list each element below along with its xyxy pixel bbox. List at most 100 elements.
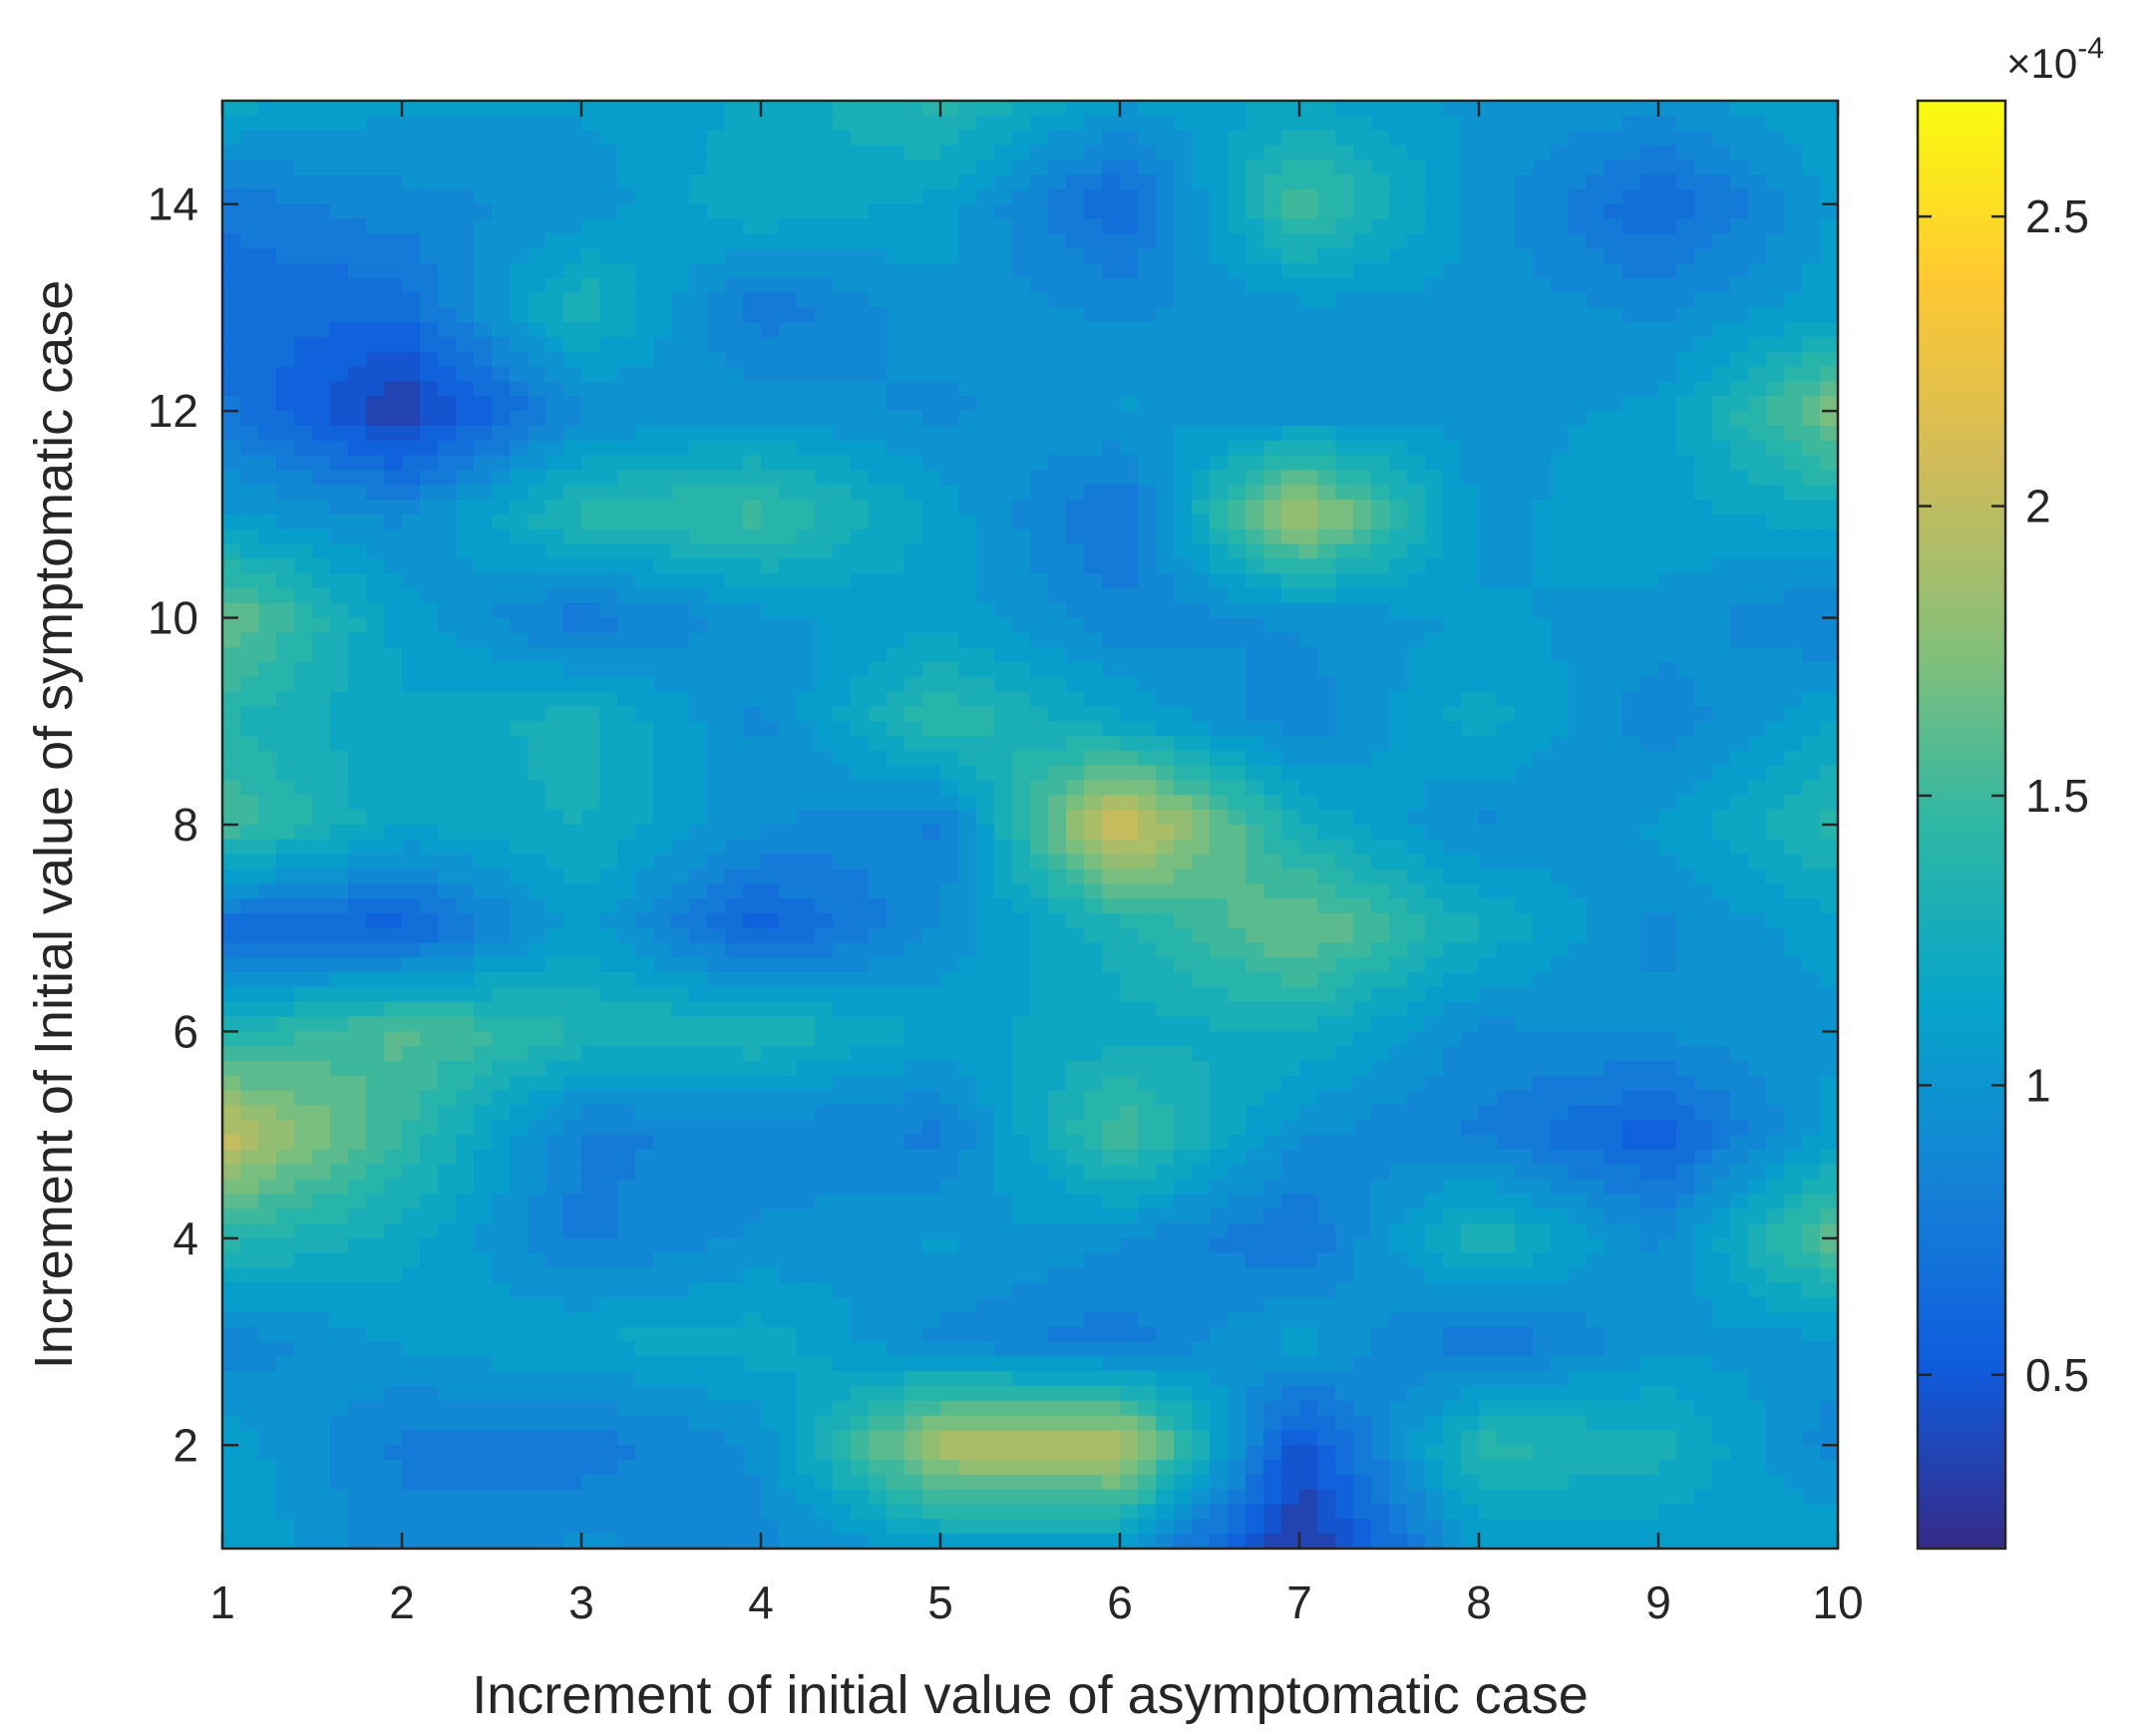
heatmap-cell [1605, 455, 1623, 472]
heatmap-cell [294, 602, 313, 619]
heatmap-cell [1048, 514, 1067, 530]
heatmap-cell [1820, 898, 1838, 914]
heatmap-cell [1658, 470, 1677, 487]
heatmap-cell [1766, 174, 1785, 190]
heatmap-cell [276, 322, 295, 338]
heatmap-cell [1622, 440, 1641, 457]
heatmap-cell [743, 647, 762, 663]
heatmap-cell [1694, 292, 1713, 309]
heatmap-cell [940, 912, 959, 929]
heatmap-cell [671, 676, 690, 693]
heatmap-cell [1730, 795, 1749, 811]
heatmap-cell [581, 425, 600, 442]
heatmap-cell [1138, 780, 1157, 797]
heatmap-cell [851, 854, 870, 870]
heatmap-cell [528, 736, 546, 752]
heatmap-cell [1066, 115, 1085, 132]
heatmap-cell [330, 528, 349, 545]
heatmap-cell [402, 676, 421, 693]
heatmap-cell [312, 292, 331, 309]
heatmap-cell [1622, 810, 1641, 826]
heatmap-cell [1425, 485, 1444, 501]
heatmap-cell [1353, 602, 1372, 619]
heatmap-cell [1138, 795, 1157, 811]
heatmap-cell [1587, 558, 1606, 574]
heatmap-cell [1084, 795, 1103, 811]
heatmap-cell [976, 188, 995, 205]
heatmap-cell [1533, 470, 1552, 487]
heatmap-cell [1479, 440, 1498, 457]
heatmap-cell [1066, 307, 1085, 324]
heatmap-cell [581, 676, 600, 693]
heatmap-cell [563, 262, 582, 279]
heatmap-cell [1658, 587, 1677, 604]
heatmap-cell [1102, 721, 1121, 737]
heatmap-cell [1515, 277, 1534, 294]
heatmap-cell [653, 351, 672, 368]
heatmap-cell [545, 425, 564, 442]
heatmap-cell [743, 898, 762, 914]
heatmap-cell [1569, 203, 1588, 220]
heatmap-cell [1676, 188, 1695, 205]
heatmap-cell [635, 647, 654, 663]
heatmap-cell [1587, 514, 1606, 530]
heatmap-cell [438, 780, 457, 797]
heatmap-cell [1120, 337, 1139, 353]
heatmap-cell [1192, 322, 1211, 338]
heatmap-cell [456, 115, 475, 132]
heatmap-cell [1712, 381, 1731, 398]
heatmap-cell [1120, 160, 1139, 175]
heatmap-cell [1784, 721, 1803, 737]
heatmap-cell [1371, 248, 1390, 264]
heatmap-cell [1425, 337, 1444, 353]
heatmap-cell [545, 647, 564, 663]
heatmap-cell [743, 485, 762, 501]
heatmap-cell [1210, 662, 1229, 678]
heatmap-cell [1605, 810, 1623, 826]
heatmap-cell [797, 411, 816, 427]
heatmap-cell [922, 203, 941, 220]
heatmap-cell [420, 203, 439, 220]
heatmap-cell [1389, 558, 1408, 574]
heatmap-cell [1766, 351, 1785, 368]
heatmap-cell [1228, 839, 1247, 856]
heatmap-cell [1389, 573, 1408, 589]
heatmap-cell [1138, 440, 1157, 457]
heatmap-cell [1389, 160, 1408, 175]
heatmap-cell [492, 706, 511, 723]
heatmap-cell [474, 528, 493, 545]
heatmap-cell [1263, 839, 1282, 856]
heatmap-cell [976, 795, 995, 811]
heatmap-cell [1012, 632, 1031, 649]
heatmap-cell [1748, 528, 1767, 545]
heatmap-cell [1605, 883, 1623, 899]
heatmap-cell [1120, 647, 1139, 663]
heatmap-cell [707, 912, 726, 929]
heatmap-cell [976, 854, 995, 870]
heatmap-cell [1605, 188, 1623, 205]
heatmap-cell [1748, 218, 1767, 235]
heatmap-cell [366, 736, 385, 752]
heatmap-cell [904, 262, 923, 279]
heatmap-cell [815, 411, 834, 427]
heatmap-cell [348, 455, 367, 472]
heatmap-cell [1658, 558, 1677, 574]
heatmap-cell [851, 307, 870, 324]
heatmap-cell [1425, 233, 1444, 249]
heatmap-cell [887, 780, 905, 797]
heatmap-cell [743, 558, 762, 574]
heatmap-cell [1658, 543, 1677, 560]
heatmap-cell [1389, 750, 1408, 767]
heatmap-cell [1335, 602, 1354, 619]
heatmap-cell [887, 174, 905, 190]
heatmap-cell [563, 810, 582, 826]
heatmap-cell [240, 262, 259, 279]
heatmap-cell [420, 188, 439, 205]
heatmap-cell [1497, 174, 1516, 190]
heatmap-cell [258, 898, 277, 914]
heatmap-cell [671, 455, 690, 472]
heatmap-cell [438, 322, 457, 338]
heatmap-cell [492, 174, 511, 190]
heatmap-cell [1748, 203, 1767, 220]
